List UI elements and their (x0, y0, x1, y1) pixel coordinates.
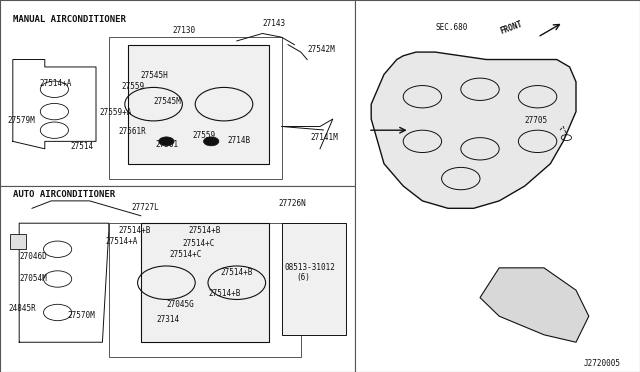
Text: 27726N: 27726N (278, 199, 306, 208)
Text: MANUAL AIRCONDITIONER: MANUAL AIRCONDITIONER (13, 15, 125, 24)
Text: 27559: 27559 (192, 131, 215, 140)
Text: 27046D: 27046D (19, 251, 47, 260)
Text: SEC.680: SEC.680 (435, 23, 468, 32)
Text: J2720005: J2720005 (584, 359, 621, 368)
Text: 2714B: 2714B (227, 136, 250, 145)
Text: 27545M: 27545M (154, 97, 181, 106)
Bar (128, 45, 269, 164)
Bar (109, 223, 301, 357)
Text: 27561R: 27561R (118, 127, 146, 136)
Text: 27579M: 27579M (8, 116, 35, 125)
Bar (0, 0, 355, 372)
Polygon shape (480, 268, 589, 342)
Text: 27559+A: 27559+A (99, 108, 132, 117)
Text: 27143: 27143 (262, 19, 285, 28)
Text: 27130: 27130 (173, 26, 196, 35)
Text: 27054M: 27054M (19, 274, 47, 283)
Text: (6): (6) (296, 273, 310, 282)
Text: 27514+A: 27514+A (106, 237, 138, 246)
Circle shape (159, 137, 174, 146)
Text: 27545H: 27545H (141, 71, 168, 80)
Text: 27570M: 27570M (67, 311, 95, 320)
Text: 08513-31012: 08513-31012 (285, 263, 335, 272)
Bar (109, 37, 282, 179)
Text: 27514+B: 27514+B (118, 225, 151, 234)
Text: 27314: 27314 (157, 315, 180, 324)
Text: 27514+C: 27514+C (170, 250, 202, 259)
Bar (141, 223, 269, 342)
Text: 27705: 27705 (525, 116, 548, 125)
Text: 27514+C: 27514+C (182, 238, 215, 247)
Text: 27727L: 27727L (131, 203, 159, 212)
Circle shape (204, 137, 219, 146)
Bar (10, 234, 26, 249)
Text: 27514+B: 27514+B (221, 268, 253, 277)
Text: 27141M: 27141M (310, 132, 338, 141)
Text: 27514+B: 27514+B (189, 225, 221, 234)
Text: FRONT: FRONT (499, 19, 524, 35)
Text: 27561: 27561 (156, 140, 179, 149)
Text: 27514+A: 27514+A (40, 78, 72, 87)
Bar (0, 186, 355, 372)
Text: 27559: 27559 (122, 82, 145, 91)
Text: AUTO AIRCONDITIONER: AUTO AIRCONDITIONER (13, 190, 115, 199)
Text: 27045G: 27045G (166, 300, 194, 309)
Text: 27542M: 27542M (307, 45, 335, 54)
Bar (0, 0, 355, 186)
Text: 27514: 27514 (70, 142, 93, 151)
Bar (282, 223, 346, 335)
Polygon shape (371, 52, 576, 208)
Text: 27514+B: 27514+B (208, 289, 241, 298)
Text: 24845R: 24845R (8, 304, 36, 312)
Bar (355, 0, 640, 372)
